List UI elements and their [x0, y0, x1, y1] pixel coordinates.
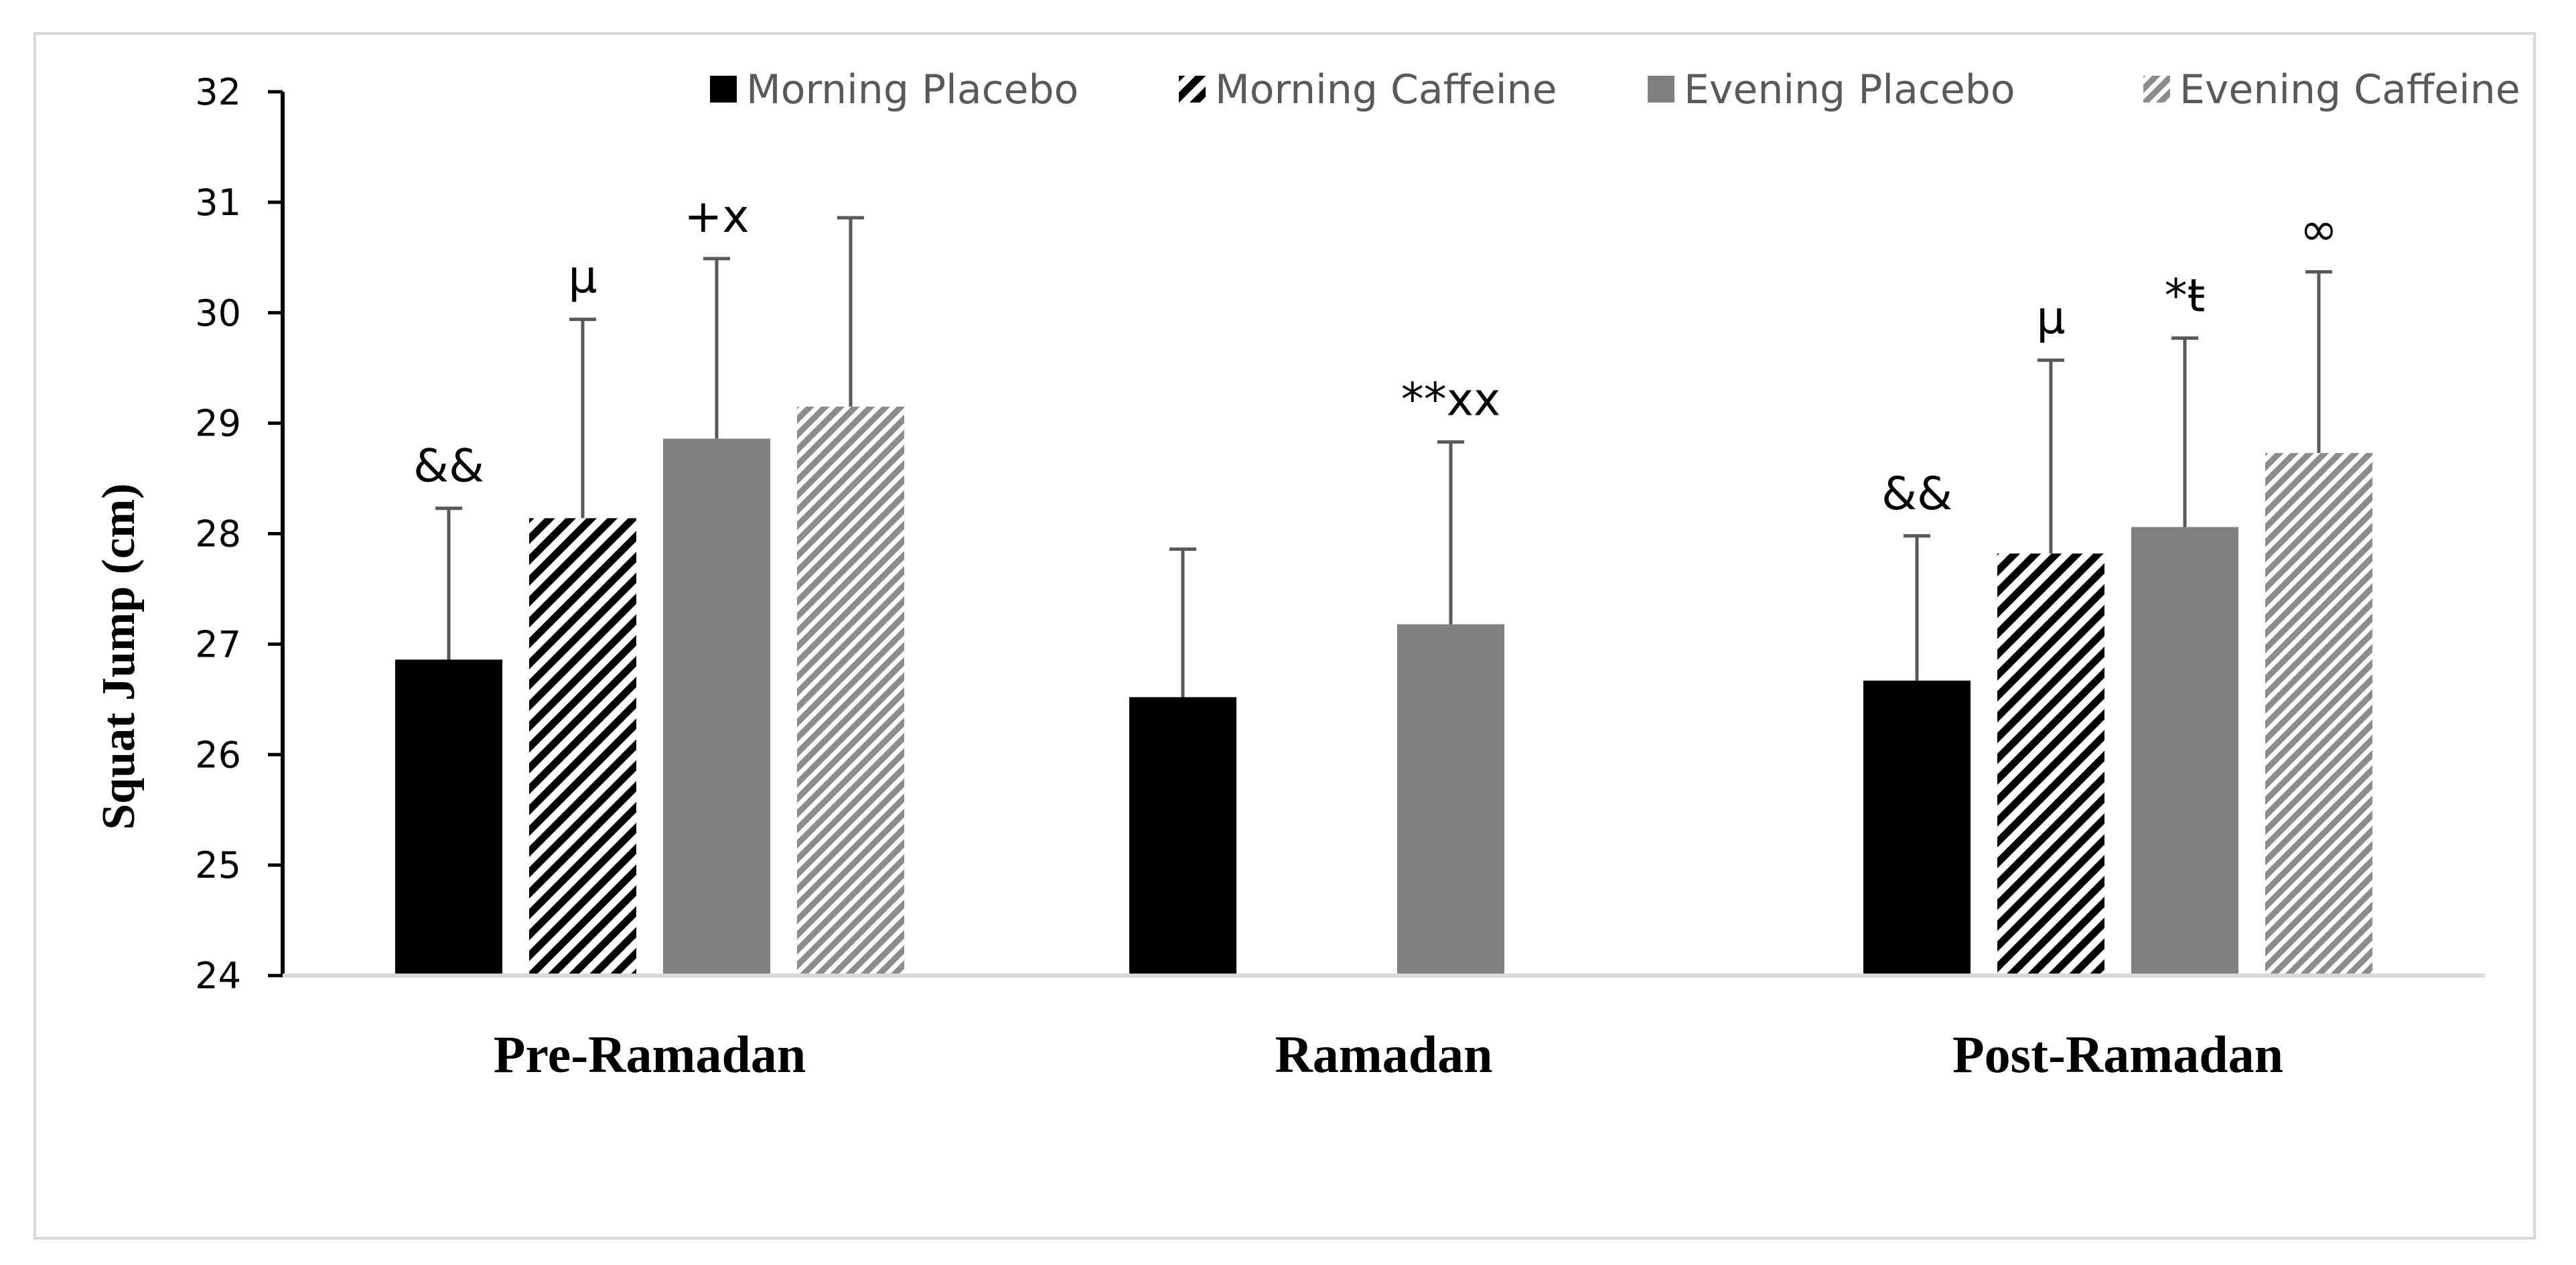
- bar: [1997, 553, 2104, 976]
- error-bars-group: [435, 216, 2332, 697]
- bar: [797, 406, 904, 976]
- x-axis: Pre-Ramadan Ramadan Post-Ramadan: [283, 974, 2485, 1083]
- significance-marker: **xx: [1401, 374, 1500, 427]
- significance-marker: +x: [684, 190, 749, 243]
- chart-frame: [33, 32, 2536, 1240]
- legend-swatch: [2143, 76, 2170, 103]
- significance-marker: &&: [1881, 468, 1952, 521]
- bar: [1863, 680, 1971, 976]
- legend-swatch: [710, 76, 737, 103]
- y-tick-label: 31: [195, 182, 241, 224]
- y-axis: 24 25 26 27 28 29 30 31 32: [195, 71, 285, 997]
- y-tick-label: 26: [195, 734, 241, 776]
- bar: [395, 659, 502, 976]
- legend-label: Evening Placebo: [1684, 66, 2015, 113]
- legend-label: Morning Placebo: [746, 66, 1078, 113]
- legend-swatch: [1179, 76, 1206, 103]
- bar: [663, 438, 770, 976]
- bar: [529, 518, 636, 976]
- legend: Morning Placebo Morning Caffeine Evening P…: [710, 66, 2520, 113]
- bar: [2265, 453, 2372, 976]
- legend-label: Morning Caffeine: [1215, 66, 1557, 113]
- significance-marker: ∞: [2300, 204, 2338, 257]
- x-category-label: Post-Ramadan: [1952, 1025, 2283, 1083]
- y-tick-label: 30: [195, 292, 241, 334]
- bars-group: [395, 406, 2372, 976]
- y-tick-label: 28: [195, 513, 241, 555]
- legend-swatch: [1648, 76, 1674, 103]
- significance-marker: µ: [568, 251, 597, 304]
- y-tick-label: 32: [195, 71, 241, 113]
- significance-marker: &&: [413, 440, 484, 493]
- y-tick-label: 27: [195, 623, 241, 665]
- significance-marker: µ: [2036, 292, 2065, 345]
- x-category-label: Pre-Ramadan: [494, 1025, 806, 1083]
- x-category-label: Ramadan: [1275, 1025, 1492, 1083]
- significance-annotations: && µ +x **xx && µ *ŧ ∞: [413, 190, 2338, 521]
- bar: [1129, 697, 1236, 976]
- legend-label: Evening Caffeine: [2179, 66, 2520, 113]
- y-axis-title: Squat Jump (cm): [93, 483, 145, 829]
- y-tick-label: 24: [195, 955, 241, 997]
- y-tick-label: 25: [195, 844, 241, 886]
- bar: [2131, 527, 2238, 976]
- significance-marker: *ŧ: [2165, 270, 2206, 323]
- bar: [1397, 624, 1504, 976]
- y-tick-label: 29: [195, 403, 241, 445]
